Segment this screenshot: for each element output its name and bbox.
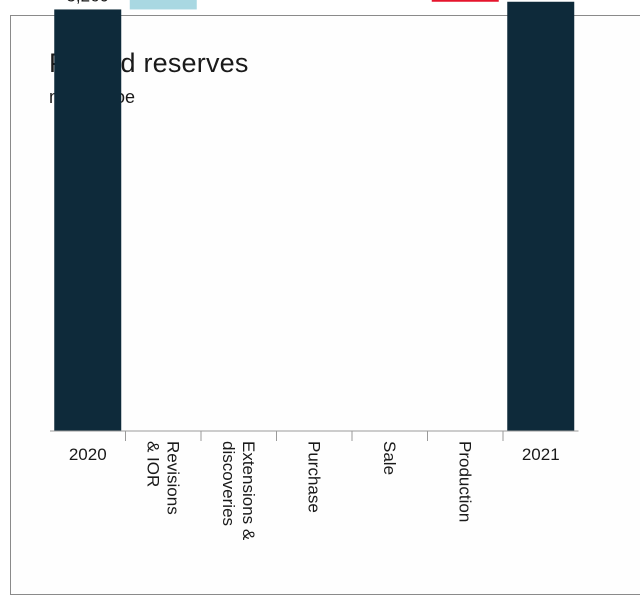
bar-2020 [54,9,122,431]
bar-2021 [507,1,575,432]
tick-label-extensions-discoveries: Extensions &discoveries [219,441,258,541]
x-axis: 2020 Revisions& IOR Extensions &discoverie… [50,430,579,541]
tick-label-production: Production [455,441,474,522]
tick-label-2021: 2021 [522,445,560,464]
data-labels-layer: 5,2605963060967105,356 [66,0,109,5]
tick-label-2020: 2020 [69,445,107,464]
tick-label-line: Purchase [304,441,323,513]
tick-label-line: Sale [380,441,399,475]
bars-layer [54,0,575,432]
tick-label-line: Revisions [163,441,182,515]
tick-label-purchase: Purchase [304,441,323,513]
bar-revisions-ior [129,0,197,10]
tick-label-line: Production [455,441,474,522]
bar-production [431,0,499,2]
tick-label-line: Extensions & [239,441,258,541]
tick-label-revisions-ior: Revisions& IOR [143,441,182,515]
data-label-2020: 5,260 [66,0,109,5]
tick-label-sale: Sale [380,441,399,475]
tick-label-line: discoveries [219,441,238,526]
tick-label-line: & IOR [143,441,162,487]
